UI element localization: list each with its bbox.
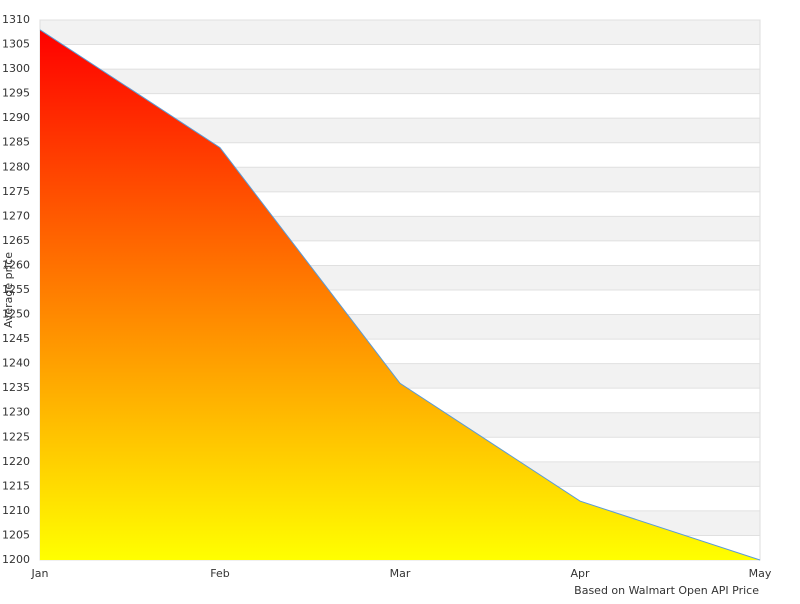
y-tick-label: 1220 — [2, 455, 30, 468]
y-tick-label: 1265 — [2, 234, 30, 247]
line — [39, 29, 761, 561]
area — [40, 29, 760, 561]
x-tick-label: May — [749, 567, 772, 580]
y-tick-label: 1230 — [2, 406, 30, 419]
y-tick-label: 1260 — [2, 258, 30, 271]
y-tick-label: 1305 — [2, 38, 30, 51]
y-tick-label: 1250 — [2, 308, 30, 321]
grid-band — [40, 69, 760, 94]
x-tick-label: Jan — [31, 567, 49, 580]
x-tick-label: Apr — [570, 567, 590, 580]
y-tick-label: 1200 — [2, 553, 30, 566]
y-tick-label: 1310 — [2, 13, 30, 26]
grid-band — [40, 20, 760, 45]
y-tick-label: 1270 — [2, 209, 30, 222]
y-tick-label: 1210 — [2, 504, 30, 517]
y-tick-label: 1295 — [2, 87, 30, 100]
y-tick-label: 1205 — [2, 528, 30, 541]
y-tick-label: 1285 — [2, 136, 30, 149]
y-tick-label: 1290 — [2, 111, 30, 124]
x-tick-label: Mar — [390, 567, 411, 580]
y-tick-label: 1215 — [2, 479, 30, 492]
x-tick-label: Feb — [210, 567, 229, 580]
y-tick-label: 1245 — [2, 332, 30, 345]
y-tick-label: 1280 — [2, 160, 30, 173]
y-tick-label: 1225 — [2, 430, 30, 443]
y-axis-label: Average price — [2, 252, 15, 328]
y-tick-label: 1235 — [2, 381, 30, 394]
y-tick-label: 1275 — [2, 185, 30, 198]
y-tick-label: 1300 — [2, 62, 30, 75]
y-tick-label: 1240 — [2, 357, 30, 370]
footnote: Based on Walmart Open API Price — [574, 584, 759, 597]
y-tick-label: 1255 — [2, 283, 30, 296]
